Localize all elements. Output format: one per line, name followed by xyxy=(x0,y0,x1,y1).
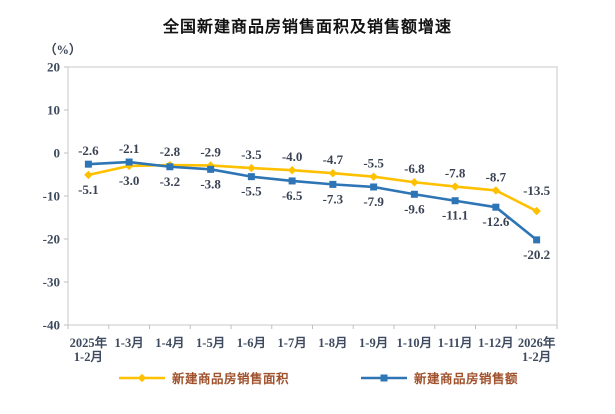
x-axis-category-label: 1-9月 xyxy=(359,336,388,350)
data-point-diamond xyxy=(84,170,93,180)
y-axis-tick-label: -20 xyxy=(43,232,60,247)
data-point-diamond xyxy=(247,163,256,173)
data-value-label: -2.9 xyxy=(200,144,221,159)
data-point-diamond xyxy=(491,186,501,195)
data-value-label: -7.9 xyxy=(363,194,384,209)
y-axis-tick-label: -10 xyxy=(43,189,60,204)
legend-item-sales-area: 新建商品房销售面积 xyxy=(118,368,289,387)
data-value-label: -3.5 xyxy=(241,147,262,162)
data-value-label: -3.2 xyxy=(160,174,181,189)
data-value-label: -9.6 xyxy=(404,201,425,216)
data-value-label: -7.3 xyxy=(323,191,344,206)
x-axis-category-label: 1-5月 xyxy=(196,336,225,350)
legend-label: 新建商品房销售额 xyxy=(414,372,519,386)
data-point-diamond xyxy=(532,206,541,216)
chart-legend: 新建商品房销售面积 新建商品房销售额 xyxy=(0,368,615,387)
data-value-label: -13.5 xyxy=(523,183,551,198)
x-axis-category-label: 1-11月 xyxy=(438,336,473,350)
data-point-diamond xyxy=(410,178,419,187)
data-point-diamond xyxy=(369,172,378,181)
y-axis-tick-label: 20 xyxy=(47,60,60,75)
data-value-label: -4.0 xyxy=(282,149,303,164)
data-point-square xyxy=(410,190,418,198)
data-point-square xyxy=(533,236,541,244)
data-point-diamond xyxy=(450,182,460,191)
data-value-label: -3.8 xyxy=(200,176,221,191)
data-point-square xyxy=(370,183,378,191)
legend-item-sales-amount: 新建商品房销售额 xyxy=(361,368,518,387)
data-point-square xyxy=(125,158,133,166)
data-value-label: -2.8 xyxy=(160,144,181,159)
x-axis-category-label: 1-6月 xyxy=(237,336,266,350)
data-value-label: -5.5 xyxy=(363,156,384,171)
y-axis-tick-label: 0 xyxy=(54,146,61,161)
data-point-square xyxy=(451,197,459,205)
x-axis-category-label: 2026年 xyxy=(518,335,556,350)
data-value-label: -2.6 xyxy=(78,143,99,158)
y-axis-tick-label: 10 xyxy=(47,103,60,118)
x-axis-category-label: 1-4月 xyxy=(155,336,184,350)
data-value-label: -3.0 xyxy=(119,173,140,188)
data-point-square xyxy=(166,163,174,171)
y-axis-tick-label: -30 xyxy=(43,275,60,290)
data-point-square xyxy=(247,173,255,181)
data-point-diamond xyxy=(328,169,338,178)
y-axis-unit-label: （%） xyxy=(44,43,82,57)
data-value-label: -8.7 xyxy=(486,169,507,184)
plot-border xyxy=(67,66,558,326)
x-axis-category-label: 1-10月 xyxy=(397,336,432,350)
x-axis-category-label: 1-2月 xyxy=(74,350,103,364)
x-axis-category-label: 1-8月 xyxy=(318,336,347,350)
legend-diamond-marker-icon xyxy=(118,373,165,382)
series-line-sales-amount xyxy=(87,160,538,242)
data-value-label: -4.7 xyxy=(323,152,344,167)
data-point-square xyxy=(492,203,500,211)
data-value-label: -5.5 xyxy=(241,184,262,199)
data-value-label: -6.8 xyxy=(404,161,425,176)
x-axis-category-label: 1-3月 xyxy=(115,336,144,350)
data-value-label: -5.1 xyxy=(78,182,99,197)
data-point-square xyxy=(288,177,296,185)
data-point-diamond xyxy=(206,161,215,170)
chart-title: 全国新建商品房销售面积及销售额增速 xyxy=(162,19,452,36)
x-axis-category-label: 2025年 xyxy=(70,335,108,350)
legend-label: 新建商品房销售面积 xyxy=(171,372,289,386)
data-point-square xyxy=(329,180,337,188)
data-point-diamond xyxy=(287,166,297,175)
data-value-label: -6.5 xyxy=(282,188,303,203)
x-axis-category-label: 1-12月 xyxy=(478,336,513,350)
x-axis-category-label: 1-2月 xyxy=(522,350,551,364)
data-point-square xyxy=(207,165,215,173)
data-value-label: -7.8 xyxy=(445,166,466,181)
y-axis-tick-label: -40 xyxy=(43,318,60,333)
legend-square-marker-icon xyxy=(361,374,407,381)
data-value-label: -11.1 xyxy=(442,208,468,223)
data-point-square xyxy=(84,160,92,168)
data-value-label: -2.1 xyxy=(119,141,140,156)
data-value-label: -20.2 xyxy=(523,247,550,262)
x-axis-category-label: 1-7月 xyxy=(278,336,307,350)
data-value-label: -12.6 xyxy=(482,214,510,229)
